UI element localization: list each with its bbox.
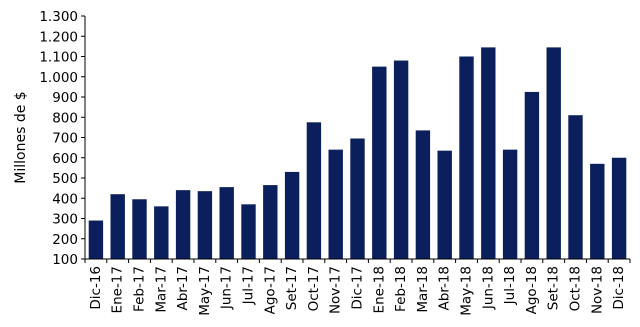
bar-abr-18	[437, 150, 452, 259]
y-tick-label: 200	[52, 232, 78, 248]
x-tick-label: May-18	[459, 266, 475, 316]
x-tick-label: Oct-18	[568, 266, 584, 311]
x-tick-label: Jul-17	[241, 266, 257, 305]
x-tick-label: Dic-18	[611, 266, 627, 310]
x-tick-label: Mar-17	[153, 266, 169, 313]
x-tick-label: Dic-16	[88, 266, 104, 310]
bar-may-18	[459, 56, 474, 259]
x-tick-label: Abr-17	[175, 266, 191, 311]
x-tick-label: Jun-18	[480, 266, 496, 310]
bar-dic-17	[350, 138, 365, 259]
bar-ene-17	[110, 194, 125, 259]
bar-jul-18	[502, 149, 518, 259]
x-tick-label: Ene-17	[110, 266, 126, 313]
bar-mar-18	[415, 130, 431, 259]
y-tick-label: 1.300	[39, 9, 78, 25]
y-tick-label: 700	[52, 131, 78, 147]
bar-ago-17	[263, 185, 278, 259]
x-tick-label: Nov-18	[589, 266, 605, 314]
y-tick-label: 500	[52, 171, 78, 187]
bar-feb-17	[132, 199, 147, 259]
y-tick-label: 100	[52, 252, 78, 268]
x-tick-label: Set-17	[284, 266, 300, 310]
x-tick-label: Ago-18	[524, 266, 540, 314]
bars	[88, 47, 627, 260]
bar-oct-18	[568, 115, 583, 259]
x-tick-label: Ene-18	[371, 266, 387, 313]
y-tick-label: 400	[52, 191, 78, 207]
x-tick-label: Jul-18	[502, 266, 518, 305]
bar-dic-16	[88, 220, 104, 259]
x-tick-label: Jun-17	[219, 266, 235, 310]
y-tick-label: 1.000	[39, 70, 78, 86]
y-axis-title: Millones de $	[13, 91, 29, 183]
y-tick-label: 800	[52, 110, 78, 126]
y-tick-label: 1.100	[39, 50, 78, 66]
x-tick-label: Feb-17	[132, 266, 148, 312]
bar-jun-17	[219, 187, 234, 259]
bar-ago-18	[524, 91, 540, 259]
y-axis: 100 200 300 400 500 600 700 800 900 1.000 1.100 1.2…	[39, 9, 86, 268]
x-tick-label: May-17	[197, 266, 213, 316]
bar-set-18	[546, 47, 561, 259]
x-tick-label: Mar-18	[415, 266, 431, 313]
y-tick-label: 600	[52, 151, 78, 167]
bar-nov-18	[590, 163, 605, 259]
y-axis-title-group: Millones de $	[13, 91, 29, 183]
bar-mar-17	[154, 206, 169, 259]
x-tick-label: Oct-17	[306, 266, 322, 311]
bar-oct-17	[306, 122, 322, 259]
x-tick-label: Abr-18	[437, 266, 453, 311]
x-tick-label: Dic-17	[350, 266, 366, 310]
bar-jul-17	[241, 204, 256, 259]
x-tick-label: Feb-18	[393, 266, 409, 312]
x-tick-label: Set-18	[546, 266, 562, 310]
x-tick-label: Ago-17	[262, 266, 278, 314]
y-tick-label: 300	[52, 212, 78, 228]
bar-abr-17	[175, 190, 191, 259]
bar-nov-17	[328, 149, 343, 259]
bar-jun-18	[481, 47, 496, 259]
x-tick-label: Nov-17	[328, 266, 344, 314]
bar-ene-18	[372, 66, 387, 260]
y-tick-label: 900	[52, 90, 78, 106]
bar-may-17	[197, 191, 213, 259]
bar-set-17	[284, 171, 300, 259]
bar-dic-18	[611, 157, 627, 259]
bar-feb-18	[393, 60, 409, 259]
x-axis: Dic-16 Ene-17 Feb-17 Mar-17 Abr-17 May-17 Jun-…	[84, 258, 631, 316]
y-tick-label: 1.200	[39, 29, 78, 45]
